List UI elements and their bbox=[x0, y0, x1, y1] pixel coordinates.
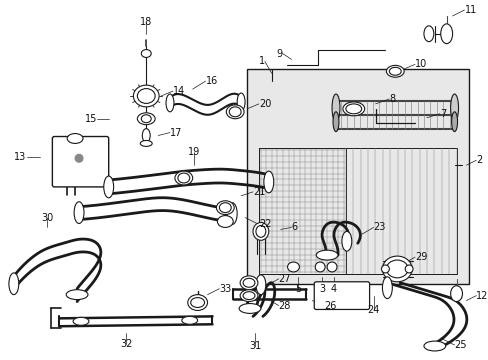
Text: 6: 6 bbox=[291, 222, 297, 233]
Ellipse shape bbox=[178, 173, 189, 183]
Ellipse shape bbox=[240, 276, 257, 290]
Ellipse shape bbox=[175, 171, 192, 185]
Ellipse shape bbox=[386, 260, 407, 278]
Ellipse shape bbox=[240, 290, 257, 302]
Ellipse shape bbox=[229, 107, 241, 117]
Text: 10: 10 bbox=[414, 59, 427, 69]
FancyBboxPatch shape bbox=[314, 282, 369, 310]
Ellipse shape bbox=[9, 273, 19, 294]
Text: 12: 12 bbox=[475, 291, 488, 301]
Text: 20: 20 bbox=[258, 99, 271, 109]
Ellipse shape bbox=[137, 113, 155, 125]
Ellipse shape bbox=[332, 112, 338, 131]
Ellipse shape bbox=[382, 277, 391, 298]
Text: 4: 4 bbox=[330, 284, 336, 294]
Text: 26: 26 bbox=[324, 301, 336, 311]
Ellipse shape bbox=[341, 231, 351, 251]
Ellipse shape bbox=[388, 67, 400, 75]
Text: 17: 17 bbox=[170, 127, 182, 138]
Ellipse shape bbox=[315, 262, 325, 272]
Ellipse shape bbox=[255, 225, 265, 237]
Text: 11: 11 bbox=[464, 5, 476, 15]
Text: 5: 5 bbox=[295, 284, 301, 294]
Ellipse shape bbox=[255, 275, 265, 294]
Ellipse shape bbox=[342, 102, 364, 116]
Ellipse shape bbox=[140, 140, 152, 147]
Text: 3: 3 bbox=[319, 284, 325, 294]
Text: 18: 18 bbox=[140, 17, 152, 27]
Text: 7: 7 bbox=[439, 109, 445, 119]
Ellipse shape bbox=[103, 176, 113, 198]
Ellipse shape bbox=[243, 278, 254, 287]
Ellipse shape bbox=[75, 154, 83, 162]
Ellipse shape bbox=[216, 201, 234, 215]
Ellipse shape bbox=[264, 171, 273, 193]
Ellipse shape bbox=[142, 129, 150, 143]
Text: 27: 27 bbox=[278, 274, 290, 284]
Ellipse shape bbox=[237, 93, 244, 111]
Text: 14: 14 bbox=[173, 86, 185, 96]
Ellipse shape bbox=[166, 94, 174, 112]
Ellipse shape bbox=[252, 222, 268, 240]
Ellipse shape bbox=[381, 265, 388, 273]
Ellipse shape bbox=[405, 265, 412, 273]
Text: 8: 8 bbox=[388, 94, 395, 104]
Ellipse shape bbox=[316, 250, 337, 260]
Ellipse shape bbox=[219, 203, 231, 213]
Ellipse shape bbox=[423, 26, 433, 42]
Text: 32: 32 bbox=[120, 339, 132, 349]
Bar bbox=[246, 69, 468, 284]
Text: 19: 19 bbox=[187, 147, 200, 157]
Ellipse shape bbox=[141, 115, 151, 123]
Text: 9: 9 bbox=[276, 49, 282, 59]
Ellipse shape bbox=[217, 216, 233, 228]
Text: 23: 23 bbox=[373, 222, 385, 233]
Ellipse shape bbox=[287, 262, 299, 272]
Ellipse shape bbox=[74, 202, 84, 224]
Ellipse shape bbox=[386, 66, 404, 77]
Ellipse shape bbox=[187, 294, 207, 310]
Text: 31: 31 bbox=[248, 341, 261, 351]
Ellipse shape bbox=[331, 94, 339, 122]
Ellipse shape bbox=[67, 134, 83, 143]
Ellipse shape bbox=[182, 316, 197, 324]
Text: 13: 13 bbox=[15, 152, 27, 162]
Text: 29: 29 bbox=[414, 252, 427, 262]
Ellipse shape bbox=[440, 24, 452, 44]
Ellipse shape bbox=[133, 85, 159, 107]
Ellipse shape bbox=[451, 112, 457, 131]
Ellipse shape bbox=[226, 105, 244, 119]
Text: 24: 24 bbox=[366, 305, 379, 315]
Ellipse shape bbox=[137, 89, 155, 103]
Text: 33: 33 bbox=[219, 284, 231, 294]
FancyBboxPatch shape bbox=[52, 136, 108, 187]
Text: 1: 1 bbox=[258, 57, 264, 66]
Text: 16: 16 bbox=[205, 76, 217, 86]
Ellipse shape bbox=[73, 318, 89, 325]
Ellipse shape bbox=[66, 290, 88, 300]
Ellipse shape bbox=[190, 298, 204, 307]
Ellipse shape bbox=[141, 50, 151, 58]
Text: 21: 21 bbox=[252, 187, 265, 197]
Text: 30: 30 bbox=[41, 212, 54, 222]
Text: 2: 2 bbox=[475, 155, 482, 165]
Text: 15: 15 bbox=[84, 114, 97, 124]
Ellipse shape bbox=[243, 292, 254, 300]
Ellipse shape bbox=[450, 286, 462, 302]
Text: 25: 25 bbox=[454, 340, 466, 350]
Ellipse shape bbox=[423, 341, 445, 351]
Ellipse shape bbox=[450, 94, 458, 122]
Text: 22: 22 bbox=[258, 220, 271, 229]
Text: 28: 28 bbox=[278, 301, 290, 311]
Ellipse shape bbox=[326, 262, 336, 272]
Ellipse shape bbox=[227, 203, 237, 225]
Ellipse shape bbox=[345, 104, 361, 114]
Ellipse shape bbox=[239, 303, 261, 314]
Ellipse shape bbox=[382, 256, 411, 282]
